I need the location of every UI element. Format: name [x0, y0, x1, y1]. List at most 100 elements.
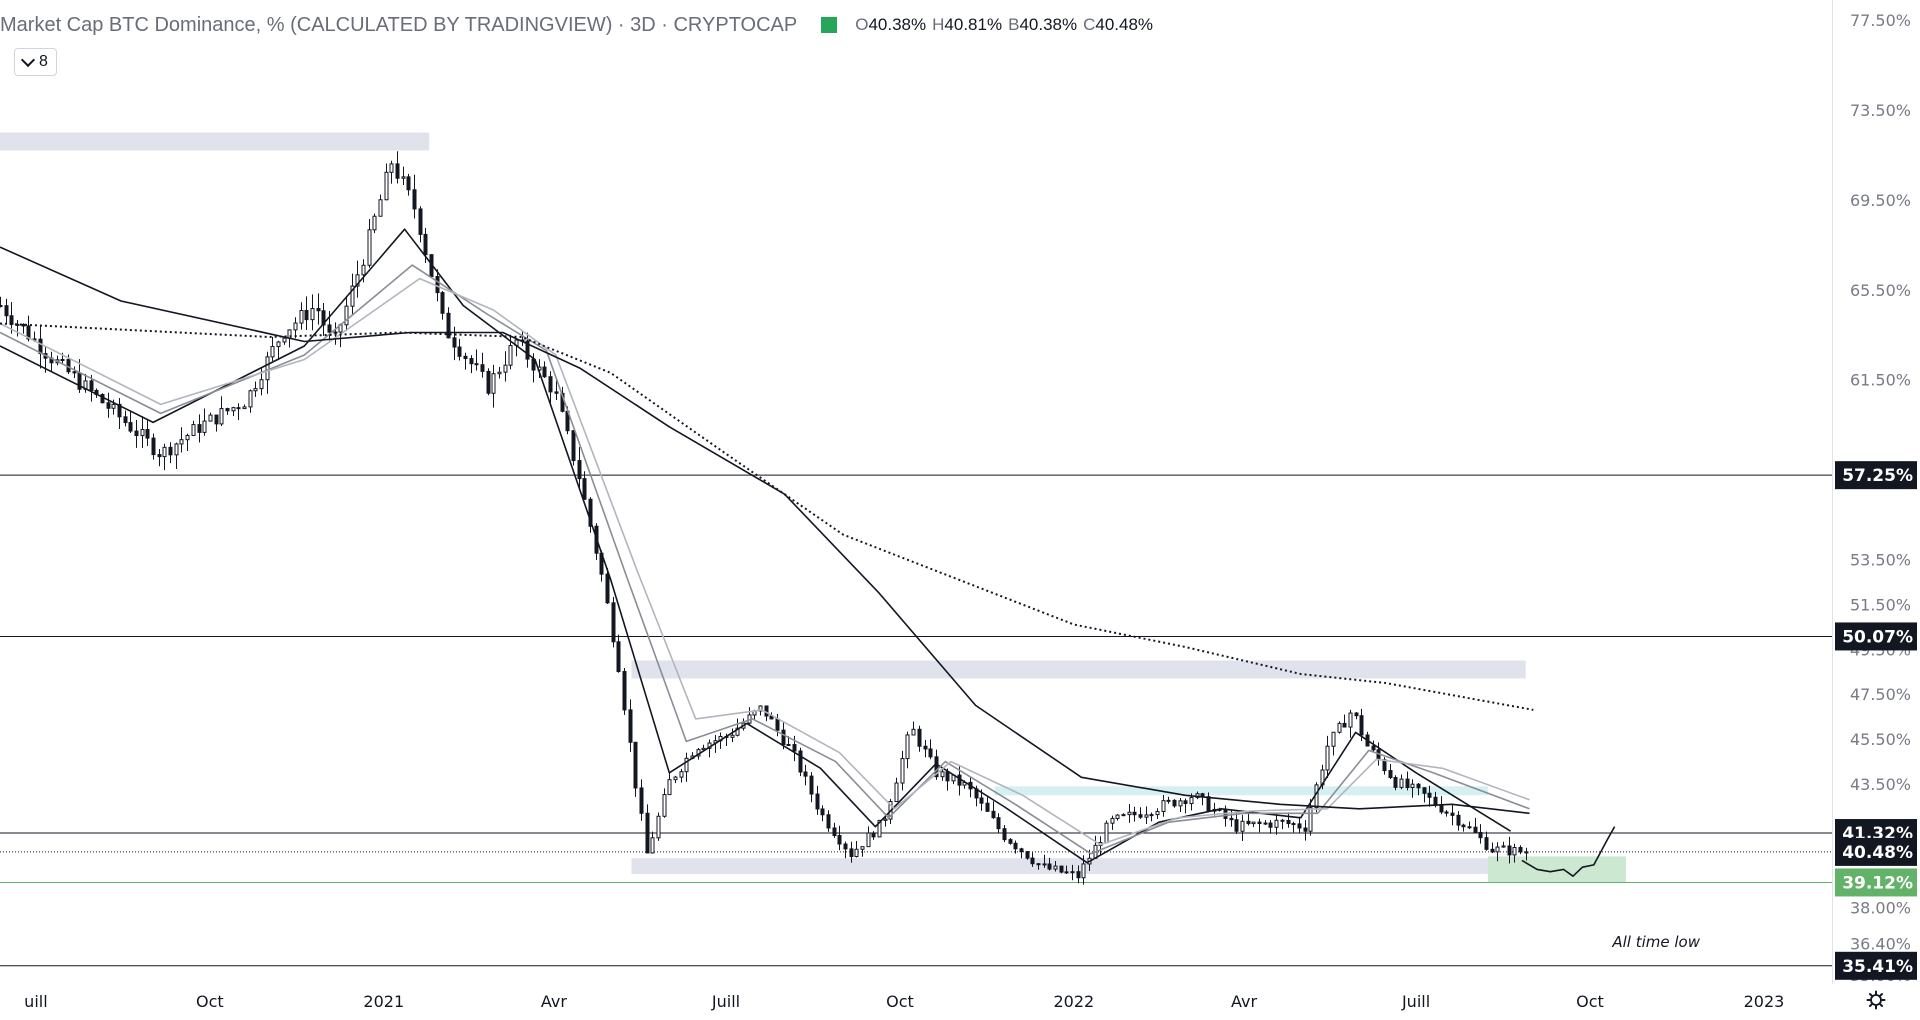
candle-body [367, 229, 372, 266]
price-scale-labels: 77.50%73.50%69.50%65.50%61.50%57.50%53.5… [1835, 11, 1917, 985]
candle-body [871, 832, 876, 838]
candle-body [480, 364, 485, 372]
price-tick-label: 61.50% [1850, 371, 1911, 390]
candle-body [503, 364, 508, 373]
candle-body [276, 341, 281, 348]
candle-body [662, 794, 667, 817]
candle-body [282, 337, 287, 343]
candle-body [214, 414, 219, 425]
candle-body [1240, 820, 1245, 832]
candle-body [1070, 871, 1075, 874]
candle-body [577, 460, 582, 480]
price-tick-label: 51.50% [1850, 595, 1911, 614]
candle-body [128, 422, 133, 432]
candle-body [1144, 814, 1149, 818]
candle-body [781, 729, 786, 745]
time-tick-label: Oct [1576, 992, 1604, 1011]
ohlc-close: C40.48% [1083, 15, 1154, 34]
candle-body [1495, 846, 1500, 853]
candle-body [616, 641, 621, 673]
candle-body [1291, 823, 1296, 826]
candle-body [1030, 857, 1035, 865]
candle-body [1257, 821, 1262, 824]
candle-body [1478, 831, 1483, 839]
candle-body [1110, 817, 1115, 824]
candle-body [304, 309, 309, 321]
candle-body [1405, 778, 1410, 788]
candle-body [134, 430, 139, 437]
candle-body [1246, 820, 1251, 825]
candle-body [1490, 848, 1495, 853]
candle-body [923, 745, 928, 750]
candle-body [843, 843, 848, 850]
time-tick-label: Oct [196, 992, 224, 1011]
candle-body [1371, 745, 1376, 751]
price-scale[interactable]: 77.50%73.50%69.50%65.50%61.50%57.50%53.5… [1832, 0, 1920, 985]
time-tick-label: 2022 [1054, 992, 1095, 1011]
candle-body [497, 371, 502, 375]
candle-body [89, 380, 94, 391]
candle-body [758, 705, 763, 712]
candle-body [860, 846, 865, 850]
candle-body [650, 837, 655, 854]
market-status-indicator [821, 17, 838, 33]
time-tick-label: uill [24, 992, 47, 1011]
candle-body [1354, 712, 1359, 717]
candle-body [1189, 797, 1194, 805]
candle-body [208, 414, 213, 422]
candle-body [1149, 814, 1154, 817]
price-tick-label: 43.50% [1850, 775, 1911, 794]
candle-body [1047, 863, 1052, 870]
candle-body [809, 775, 814, 795]
candle-body [395, 163, 400, 179]
candle-body [123, 416, 128, 424]
candle-body [826, 814, 831, 829]
price-tick-label: 65.50% [1850, 281, 1911, 300]
candle-body [1467, 826, 1472, 829]
candle-body [350, 285, 355, 307]
candle-body [1427, 792, 1432, 798]
candle-body [270, 346, 275, 358]
candle-body [1081, 863, 1086, 879]
candle-body [775, 718, 780, 731]
candle-body [730, 734, 735, 738]
candle-body [253, 388, 258, 392]
candle-body [378, 199, 383, 217]
candle-body [140, 429, 145, 437]
candle-body [145, 429, 150, 439]
indicators-toggle-button[interactable]: 8 [14, 48, 57, 76]
price-tick-label: 53.50% [1850, 550, 1911, 569]
candle-body [571, 430, 576, 462]
gear-icon[interactable] [1866, 990, 1886, 1010]
moving-average-line [0, 264, 1530, 855]
candle-body [798, 750, 803, 773]
candle-body [1501, 845, 1506, 848]
chart-area[interactable]: All time low Market Cap BTC Dominance, %… [0, 0, 1832, 984]
candle-body [26, 325, 31, 340]
candle-body [162, 446, 167, 458]
candle-body [1002, 828, 1007, 841]
candle-body [645, 812, 650, 854]
candle-body [1115, 814, 1120, 819]
candle-body [820, 808, 825, 816]
ohlc-low: B40.38% [1008, 15, 1078, 34]
price-tick-label: 38.00% [1850, 899, 1911, 918]
candle-body [21, 323, 26, 327]
candle-body [1433, 796, 1438, 806]
candle-body [1234, 819, 1239, 832]
candle-body [582, 478, 587, 500]
candle-body [1280, 819, 1285, 822]
candle-body [401, 176, 406, 179]
time-scale[interactable]: uill Oct 2021 Avr Juill Oct 2022 Avr Juill Oct 202… [0, 984, 1832, 1015]
candle-body [151, 437, 156, 456]
projection-path [1521, 826, 1616, 877]
time-tick-label: 2023 [1744, 992, 1785, 1011]
candle-body [446, 312, 451, 339]
candle-body [1155, 810, 1160, 816]
candle-body [174, 443, 179, 456]
candle-body [588, 498, 593, 527]
candle-body [1036, 863, 1041, 866]
price-level-label: 40.48% [1842, 843, 1913, 863]
candle-body [1342, 722, 1347, 728]
annotation-label: All time low [1611, 933, 1700, 951]
